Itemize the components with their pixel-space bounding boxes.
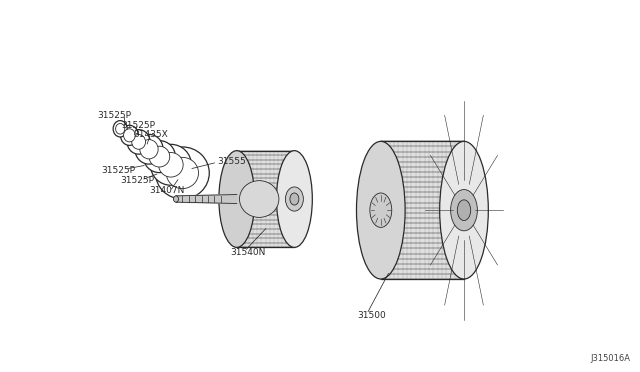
Ellipse shape: [276, 151, 312, 247]
Text: 31500: 31500: [357, 311, 386, 320]
Text: J315016A: J315016A: [590, 354, 630, 363]
Ellipse shape: [143, 141, 175, 173]
Ellipse shape: [159, 153, 183, 177]
Polygon shape: [381, 141, 464, 279]
Ellipse shape: [120, 125, 138, 145]
Ellipse shape: [124, 129, 135, 142]
Ellipse shape: [116, 124, 125, 134]
Ellipse shape: [173, 196, 179, 202]
Text: 31525P: 31525P: [97, 111, 131, 120]
Polygon shape: [176, 195, 237, 203]
Ellipse shape: [285, 187, 303, 211]
Ellipse shape: [149, 146, 170, 167]
Text: 31555: 31555: [218, 157, 246, 166]
Text: 31407N: 31407N: [149, 186, 184, 195]
Ellipse shape: [135, 134, 163, 164]
Ellipse shape: [219, 151, 255, 247]
Text: 31525P: 31525P: [120, 176, 154, 185]
Ellipse shape: [356, 141, 405, 279]
Ellipse shape: [440, 141, 488, 279]
Ellipse shape: [290, 193, 299, 205]
Ellipse shape: [156, 147, 209, 199]
Text: 31435X: 31435X: [133, 130, 168, 139]
Ellipse shape: [150, 144, 191, 185]
Text: 31525P: 31525P: [121, 121, 155, 130]
Ellipse shape: [132, 135, 145, 149]
Text: 31525P: 31525P: [101, 166, 135, 174]
Polygon shape: [237, 151, 294, 247]
Ellipse shape: [239, 181, 279, 217]
Ellipse shape: [113, 121, 127, 137]
Text: 31540N: 31540N: [230, 248, 266, 257]
Ellipse shape: [166, 157, 198, 189]
Ellipse shape: [451, 189, 477, 231]
Ellipse shape: [140, 140, 158, 159]
Ellipse shape: [127, 129, 150, 154]
Ellipse shape: [370, 193, 392, 227]
Ellipse shape: [458, 200, 470, 221]
